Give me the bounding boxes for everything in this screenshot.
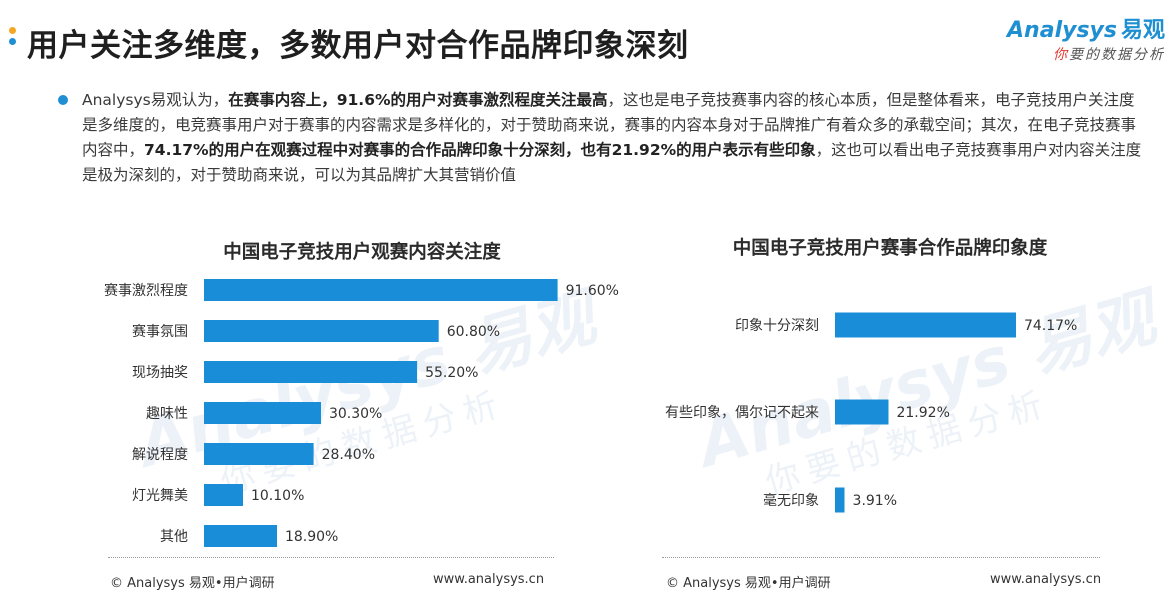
analysys-logo: Analysys 易观 你要的数据分析 — [1007, 12, 1165, 64]
category-label-brand-impression-1: 有些印象，偶尔记不起来 — [665, 405, 819, 421]
category-label-viewing-focus-0: 赛事激烈程度 — [104, 282, 188, 299]
bar-brand-impression-0 — [835, 312, 1016, 338]
footer-copyright-right: © Analysys 易观•用户调研 — [666, 576, 831, 591]
page-title: 用户关注多维度，多数用户对合作品牌印象深刻 — [27, 28, 689, 64]
value-label-brand-impression-2: 3.91% — [853, 493, 897, 509]
category-label-viewing-focus-6: 其他 — [160, 529, 188, 545]
chart-title-viewing-focus: 中国电子竞技用户观赛内容关注度 — [223, 242, 501, 263]
logo-tagline: 你要的数据分析 — [1007, 44, 1165, 64]
category-label-viewing-focus-1: 赛事氛围 — [132, 324, 188, 340]
category-label-brand-impression-0: 印象十分深刻 — [735, 318, 819, 334]
value-label-viewing-focus-6: 18.90% — [285, 529, 338, 545]
title-dot-blue — [9, 38, 16, 45]
category-label-viewing-focus-3: 趣味性 — [146, 406, 188, 422]
logo-brand-cn: 易观 — [1120, 18, 1165, 43]
summary-highlight: 在赛事内容上，91.6%的用户对赛事激烈程度关注最高 — [228, 91, 608, 109]
footer-copyright-left: © Analysys 易观•用户调研 — [110, 576, 275, 591]
value-label-brand-impression-1: 21.92% — [896, 405, 949, 421]
footer-rule-left — [108, 557, 554, 558]
value-label-viewing-focus-5: 10.10% — [251, 488, 304, 504]
summary-paragraph: Analysys易观认为，在赛事内容上，91.6%的用户对赛事激烈程度关注最高，… — [82, 88, 1142, 188]
footer-url-left: www.analysys.cn — [433, 572, 545, 587]
bar-viewing-focus-1 — [204, 320, 439, 342]
bar-brand-impression-1 — [835, 399, 889, 425]
footer-url-right: www.analysys.cn — [990, 572, 1102, 587]
title-dot-orange — [9, 27, 16, 34]
bar-brand-impression-2 — [835, 487, 845, 513]
logo-brand-latin: Analysys — [1007, 18, 1117, 43]
bar-viewing-focus-3 — [204, 402, 321, 424]
summary-highlight: 74.17%的用户在观赛过程中对赛事的合作品牌印象十分深刻，也有21.92%的用… — [144, 141, 816, 159]
footer-rule-right — [662, 557, 1100, 558]
value-label-viewing-focus-3: 30.30% — [329, 406, 382, 422]
summary-segment: ，这也可以看出电子竞技赛事用户对内容关注度是极为深刻的，对于赞助商来说，可以为其… — [82, 141, 1142, 184]
bullet-dot — [58, 95, 68, 105]
category-label-viewing-focus-2: 现场抽奖 — [132, 364, 188, 381]
summary-segment: ，这也是电子竞技赛事内容的核心本质，但是整体看来，电子竞技用户关注度是多维度的，… — [82, 91, 1137, 159]
value-label-viewing-focus-4: 28.40% — [322, 447, 375, 463]
bar-viewing-focus-0 — [204, 279, 558, 301]
bar-viewing-focus-4 — [204, 443, 314, 465]
value-label-viewing-focus-1: 60.80% — [447, 324, 500, 340]
value-label-viewing-focus-2: 55.20% — [425, 365, 478, 381]
category-label-viewing-focus-4: 解说程度 — [132, 447, 188, 463]
logo-wordmark: Analysys 易观 — [1007, 12, 1165, 44]
value-label-brand-impression-0: 74.17% — [1024, 318, 1077, 334]
summary-segment: Analysys易观认为， — [82, 91, 229, 109]
category-label-viewing-focus-5: 灯光舞美 — [132, 488, 188, 504]
value-label-viewing-focus-0: 91.60% — [566, 283, 619, 299]
logo-tagline-first: 你 — [1053, 47, 1069, 63]
bar-viewing-focus-6 — [204, 525, 277, 547]
bar-viewing-focus-5 — [204, 484, 243, 506]
category-label-brand-impression-2: 毫无印象 — [763, 492, 819, 509]
chart-title-brand-impression: 中国电子竞技用户赛事合作品牌印象度 — [732, 238, 1048, 259]
logo-tagline-rest: 要的数据分析 — [1069, 47, 1165, 63]
title-dots — [9, 27, 17, 57]
bar-viewing-focus-2 — [204, 361, 418, 383]
